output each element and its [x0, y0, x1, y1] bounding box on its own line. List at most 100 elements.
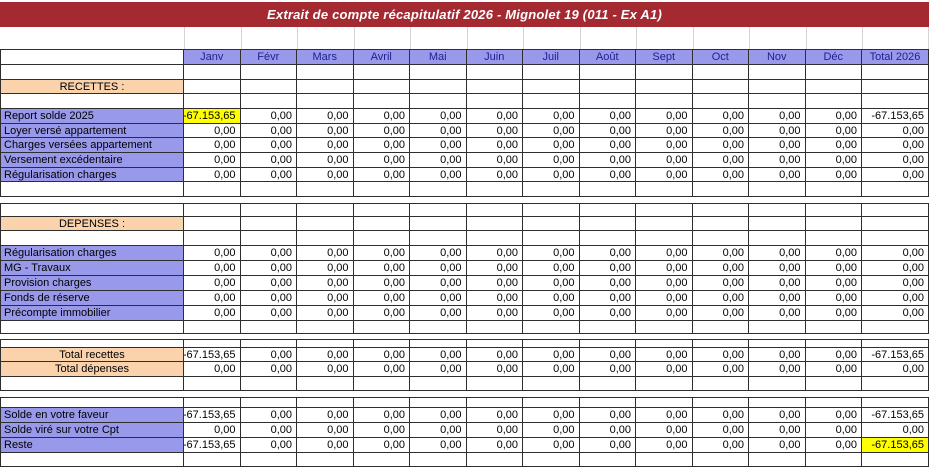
column-header-cell[interactable]: Sept: [636, 49, 693, 65]
empty-cell[interactable]: [240, 80, 297, 94]
empty-cell[interactable]: [184, 94, 241, 109]
value-cell[interactable]: 0,00: [805, 408, 862, 423]
value-cell[interactable]: 0,00: [353, 124, 410, 138]
empty-cell[interactable]: [805, 377, 862, 391]
value-cell[interactable]: 0,00: [692, 276, 749, 291]
empty-cell[interactable]: [523, 65, 580, 80]
value-cell[interactable]: 0,00: [862, 153, 929, 168]
empty-cell[interactable]: [749, 339, 806, 348]
empty-cell[interactable]: [184, 65, 241, 80]
empty-cell[interactable]: [410, 231, 467, 246]
empty-cell[interactable]: [692, 321, 749, 334]
value-cell[interactable]: 0,00: [353, 291, 410, 306]
value-cell[interactable]: 0,00: [353, 362, 410, 377]
empty-cell[interactable]: [240, 321, 297, 334]
section-label-cell[interactable]: DEPENSES :: [0, 217, 184, 231]
empty-cell[interactable]: [297, 203, 354, 217]
empty-cell[interactable]: [466, 80, 523, 94]
value-cell[interactable]: 0,00: [353, 276, 410, 291]
empty-cell[interactable]: [353, 321, 410, 334]
value-cell[interactable]: 0,00: [353, 168, 410, 182]
value-cell[interactable]: 0,00: [749, 348, 806, 362]
value-cell[interactable]: 0,00: [240, 291, 297, 306]
empty-cell[interactable]: [466, 217, 523, 231]
value-cell[interactable]: 0,00: [410, 438, 467, 453]
value-cell[interactable]: 0,00: [184, 261, 241, 276]
empty-cell[interactable]: [636, 182, 693, 197]
value-cell[interactable]: 0,00: [749, 423, 806, 438]
empty-cell[interactable]: [579, 182, 636, 197]
value-cell[interactable]: 0,00: [636, 168, 693, 182]
value-cell[interactable]: 0,00: [466, 138, 523, 153]
empty-cell[interactable]: [410, 397, 467, 408]
empty-cell[interactable]: [636, 339, 693, 348]
value-cell[interactable]: 0,00: [353, 306, 410, 321]
empty-cell[interactable]: [636, 453, 693, 467]
value-cell[interactable]: 0,00: [184, 124, 241, 138]
empty-cell[interactable]: [410, 203, 467, 217]
empty-cell[interactable]: [523, 80, 580, 94]
value-cell[interactable]: 0,00: [523, 138, 580, 153]
empty-cell[interactable]: [466, 377, 523, 391]
empty-cell[interactable]: [579, 65, 636, 80]
value-cell[interactable]: 0,00: [749, 153, 806, 168]
value-cell[interactable]: 0,00: [184, 168, 241, 182]
value-cell[interactable]: 0,00: [636, 408, 693, 423]
value-cell[interactable]: 0,00: [636, 348, 693, 362]
empty-cell[interactable]: [184, 321, 241, 334]
value-cell[interactable]: 0,00: [579, 438, 636, 453]
empty-cell[interactable]: [184, 453, 241, 467]
empty-cell[interactable]: [240, 217, 297, 231]
column-header-cell[interactable]: Févr: [240, 49, 297, 65]
empty-cell[interactable]: [523, 321, 580, 334]
value-cell[interactable]: 0,00: [749, 246, 806, 261]
empty-cell[interactable]: [692, 377, 749, 391]
empty-cell[interactable]: [297, 231, 354, 246]
value-cell[interactable]: 0,00: [410, 138, 467, 153]
value-cell[interactable]: 0,00: [240, 153, 297, 168]
value-cell[interactable]: 0,00: [466, 306, 523, 321]
empty-cell[interactable]: [636, 65, 693, 80]
empty-cell[interactable]: [636, 231, 693, 246]
value-cell[interactable]: 0,00: [579, 362, 636, 377]
empty-cell[interactable]: [862, 94, 929, 109]
value-cell[interactable]: 0,00: [636, 362, 693, 377]
empty-cell[interactable]: [579, 80, 636, 94]
empty-cell[interactable]: [862, 231, 929, 246]
value-cell[interactable]: 0,00: [523, 261, 580, 276]
value-cell[interactable]: 0,00: [353, 348, 410, 362]
value-cell[interactable]: 0,00: [749, 109, 806, 124]
value-cell[interactable]: 0,00: [297, 276, 354, 291]
value-cell[interactable]: 0,00: [466, 168, 523, 182]
value-cell[interactable]: 0,00: [410, 261, 467, 276]
empty-cell[interactable]: [184, 80, 241, 94]
value-cell[interactable]: 0,00: [466, 423, 523, 438]
empty-cell[interactable]: [410, 453, 467, 467]
value-cell[interactable]: 0,00: [240, 438, 297, 453]
value-cell[interactable]: 0,00: [523, 408, 580, 423]
value-cell[interactable]: 0,00: [862, 124, 929, 138]
value-cell[interactable]: 0,00: [805, 423, 862, 438]
empty-cell[interactable]: [410, 377, 467, 391]
empty-cell[interactable]: [297, 80, 354, 94]
value-cell[interactable]: 0,00: [240, 306, 297, 321]
row-label-cell[interactable]: Solde viré sur votre Cpt: [0, 423, 184, 438]
empty-cell[interactable]: [466, 203, 523, 217]
value-cell[interactable]: 0,00: [862, 306, 929, 321]
value-cell[interactable]: 0,00: [297, 168, 354, 182]
value-cell[interactable]: 0,00: [523, 362, 580, 377]
value-cell[interactable]: 0,00: [297, 348, 354, 362]
empty-cell[interactable]: [579, 231, 636, 246]
value-cell[interactable]: 0,00: [692, 246, 749, 261]
value-cell[interactable]: 0,00: [579, 408, 636, 423]
value-cell[interactable]: 0,00: [184, 291, 241, 306]
value-cell[interactable]: 0,00: [353, 438, 410, 453]
value-cell[interactable]: 0,00: [636, 124, 693, 138]
section-label-cell[interactable]: RECETTES :: [0, 80, 184, 94]
empty-cell[interactable]: [353, 203, 410, 217]
empty-cell[interactable]: [636, 80, 693, 94]
value-cell[interactable]: 0,00: [523, 348, 580, 362]
empty-cell[interactable]: [692, 231, 749, 246]
value-cell[interactable]: 0,00: [353, 423, 410, 438]
value-cell[interactable]: 0,00: [749, 168, 806, 182]
